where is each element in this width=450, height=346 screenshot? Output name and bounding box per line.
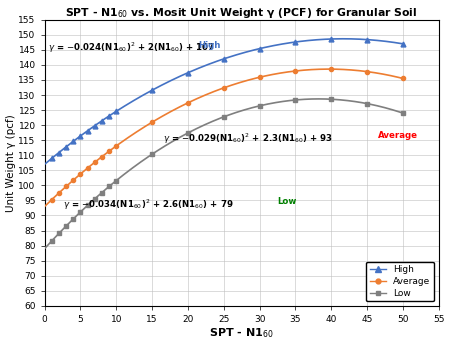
Text: $\gamma$ = $-$0.029(N1$_{60}$)$^2$ + 2.3(N1$_{60}$) + 93: $\gamma$ = $-$0.029(N1$_{60}$)$^2$ + 2.3… xyxy=(163,131,333,146)
Text: High: High xyxy=(198,41,221,50)
Text: Low: Low xyxy=(278,198,297,207)
Text: Average: Average xyxy=(378,131,418,140)
Title: SPT - N1$_{60}$ vs. Mosit Unit Weight γ (PCF) for Granular Soil: SPT - N1$_{60}$ vs. Mosit Unit Weight γ … xyxy=(65,6,418,20)
Text: $\gamma$ = $-$0.024(N1$_{60}$)$^2$ + 2(N1$_{60}$) + 107: $\gamma$ = $-$0.024(N1$_{60}$)$^2$ + 2(N… xyxy=(48,41,216,55)
Y-axis label: Unit Weight γ (pcf): Unit Weight γ (pcf) xyxy=(5,114,16,212)
X-axis label: SPT - N1$_{60}$: SPT - N1$_{60}$ xyxy=(209,327,274,340)
Text: $\gamma$ = $-$0.034(N1$_{60}$)$^2$ + 2.6(N1$_{60}$) + 79: $\gamma$ = $-$0.034(N1$_{60}$)$^2$ + 2.6… xyxy=(63,198,234,212)
Legend: High, Average, Low: High, Average, Low xyxy=(366,262,434,301)
